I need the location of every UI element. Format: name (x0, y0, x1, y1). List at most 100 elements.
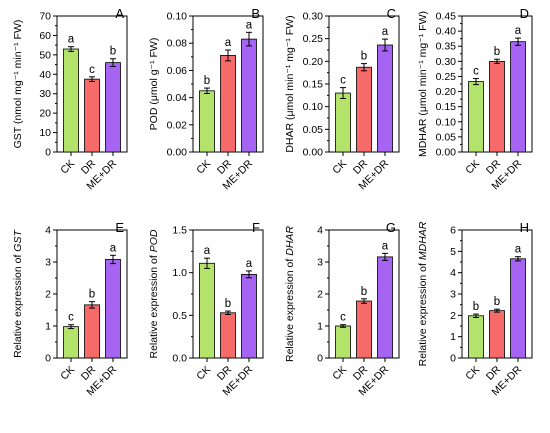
y-tick-label-e: 4 (45, 225, 51, 237)
panel-letter-h: H (520, 220, 529, 235)
panel-letter-g: G (386, 220, 396, 235)
x-tick-label-c: CK (330, 158, 349, 177)
y-tick-label-g: 0 (317, 353, 323, 365)
panel-letter-d: D (520, 6, 529, 21)
panel-f: 0.0 0.5 1.0 1.5 Relative expression of POD Fa… (148, 220, 264, 398)
y-axis-label-c: DHAR (μmol min⁻¹ mg⁻¹ FW) (284, 15, 296, 152)
bar-d (489, 60, 505, 153)
y-tick-label-a: 40 (39, 69, 51, 81)
bar-f (241, 273, 257, 359)
bar-a (84, 78, 100, 153)
y-tick-label-c: 0.20 (303, 56, 324, 68)
y-tick-label-d: 0.10 (436, 116, 457, 128)
significance-letter-e: c (68, 312, 74, 324)
bar-h (510, 258, 526, 359)
x-tick-label-g: CK (330, 364, 349, 383)
y-axis-label-gene-h: MDHAR (417, 221, 429, 260)
panel-h: 0 1 2 3 4 5 6 Relative expression of MDHAR Hb CK b… (417, 220, 533, 398)
y-tick-label-d: 0.20 (436, 86, 457, 98)
y-tick-label-a: 70 (39, 11, 51, 23)
y-tick-label-d: 0.25 (436, 71, 457, 83)
y-axis-label-prefix-e: Relative expression of (12, 252, 24, 358)
significance-letter-e: b (89, 289, 95, 301)
y-axis-label-f: Relative expression of POD (148, 229, 160, 358)
y-tick-label-a: 50 (39, 49, 51, 61)
y-tick-label-f: 1.0 (172, 267, 187, 279)
panel-letter-c: C (387, 6, 396, 21)
y-tick-label-b: 0.02 (167, 119, 188, 131)
y-tick-label-h: 1 (450, 331, 456, 343)
significance-letter-a: b (110, 46, 116, 58)
significance-letter-h: b (494, 296, 500, 308)
y-axis-label-b: POD (μmol g⁻¹ FW) (148, 38, 160, 131)
y-axis-label-gene-f: POD (148, 229, 160, 252)
y-tick-label-a: 10 (39, 127, 51, 139)
y-tick-label-a: 0 (45, 147, 51, 159)
y-tick-label-d: 0.30 (436, 56, 457, 68)
y-tick-label-c: 0.10 (303, 101, 324, 113)
y-tick-label-a: 20 (39, 108, 51, 120)
panel-b: 0.00 0.02 0.04 0.06 0.08 0.10 POD (μmol g⁻¹ FW… (148, 6, 264, 192)
y-tick-label-f: 0.5 (172, 310, 187, 322)
y-tick-label-c: 0.00 (303, 147, 324, 159)
y-tick-label-h: 2 (450, 310, 456, 322)
significance-letter-g: a (382, 240, 389, 252)
significance-letter-f: a (204, 245, 211, 257)
x-tick-label-a: CK (58, 158, 77, 177)
significance-letter-f: b (225, 298, 231, 310)
bar-e (63, 326, 79, 359)
bar-e (84, 304, 100, 359)
x-tick-label-h: CK (463, 364, 482, 383)
bar-b (220, 55, 236, 153)
y-axis-label-gene-g: DHAR (284, 226, 296, 256)
y-tick-label-d: 0.00 (436, 147, 457, 159)
y-tick-label-h: 4 (450, 267, 456, 279)
bar-f (199, 262, 215, 359)
y-tick-label-b: 0.08 (167, 38, 188, 50)
y-axis-label-e: Relative expression of GST (12, 229, 24, 358)
y-axis-label-d: MDHAR (μmol min⁻¹ mg⁻¹ FW) (417, 11, 429, 157)
y-tick-label-h: 0 (450, 353, 456, 365)
bar-c (356, 66, 372, 153)
x-tick-label-b: CK (194, 158, 213, 177)
y-tick-label-b: 0.10 (167, 11, 188, 23)
significance-letter-g: c (340, 312, 346, 324)
x-tick-label-d: CK (463, 158, 482, 177)
y-axis-label-g: Relative expression of DHAR (284, 226, 296, 362)
y-tick-label-b: 0.00 (167, 147, 188, 159)
x-tick-label-f: CK (194, 364, 213, 383)
significance-letter-e: a (110, 242, 117, 254)
y-tick-label-h: 6 (450, 225, 456, 237)
significance-letter-h: a (515, 244, 522, 256)
y-tick-label-g: 1 (317, 321, 323, 333)
y-axis-label-a: GST (nmol mg⁻¹ min⁻¹ FW) (12, 20, 24, 149)
y-tick-label-c: 0.25 (303, 33, 324, 45)
y-tick-label-e: 0 (45, 353, 51, 365)
significance-letter-b: a (225, 37, 232, 49)
bar-h (468, 315, 484, 359)
significance-letter-d: b (494, 46, 500, 58)
bar-b (199, 90, 215, 153)
bar-a (105, 62, 121, 153)
panel-d: 0.00 0.05 0.10 0.15 0.20 0.25 0.30 0.35 0.40 0.45… (417, 6, 533, 192)
significance-letter-b: b (204, 75, 210, 87)
y-tick-label-d: 0.05 (436, 131, 457, 143)
significance-letter-a: a (68, 34, 75, 46)
y-tick-label-b: 0.06 (167, 65, 188, 77)
bar-f (220, 312, 236, 359)
bar-g (335, 325, 351, 359)
y-tick-label-h: 5 (450, 246, 456, 258)
y-axis-label-prefix-h: Relative expression of (417, 260, 429, 366)
bar-d (510, 41, 526, 153)
bar-h (489, 310, 505, 359)
significance-letter-c: b (361, 51, 367, 63)
y-tick-label-b: 0.04 (167, 92, 188, 104)
y-axis-label-h: Relative expression of MDHAR (417, 221, 429, 366)
significance-letter-d: a (515, 25, 522, 37)
panel-letter-f: F (252, 220, 260, 235)
y-tick-label-c: 0.30 (303, 11, 324, 23)
y-tick-label-g: 3 (317, 257, 323, 269)
y-tick-label-d: 0.45 (436, 11, 457, 23)
